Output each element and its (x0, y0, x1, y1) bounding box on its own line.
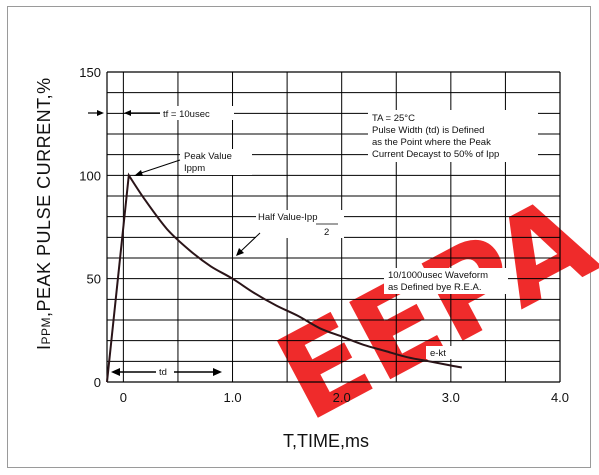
tf-arrowhead-right (124, 110, 131, 116)
half-value-denominator: 2 (324, 227, 329, 238)
pw-line1: Pulse Width (td) is Defined (372, 125, 484, 136)
y-axis-label-part: I (34, 344, 54, 350)
y-tick-label: 150 (79, 65, 101, 80)
td-arrowhead-left (111, 368, 120, 376)
tf-annotation: tf = 10usec (88, 106, 234, 120)
half-value-label: Half Value-Ipp (258, 212, 318, 223)
waveform-line2: as Defined bye R.E.A. (388, 282, 481, 293)
x-tick-label: 2.0 (333, 390, 351, 405)
pw-line3: Current Decayst to 50% of Ipp (372, 149, 499, 160)
tf-label: tf = 10usec (163, 109, 210, 120)
td-bg (156, 365, 174, 378)
pw-line2: as the Point where the Peak (372, 137, 491, 148)
ekt-label: e-kt (430, 348, 446, 359)
x-tick-label: 3.0 (442, 390, 460, 405)
waveform-line1: 10/1000usec Waveform (388, 270, 488, 281)
x-tick-label: 0 (120, 390, 127, 405)
x-tick-label: 4.0 (551, 390, 569, 405)
tf-arrowhead-left (97, 110, 104, 116)
peak-label-bg (180, 149, 252, 175)
tf-label-bg (160, 106, 234, 120)
ekt-bg (426, 346, 454, 359)
y-tick-label: 0 (94, 375, 101, 390)
conditions-annotation: TA = 25°C Pulse Width (td) is Defined as… (368, 110, 538, 162)
half-value-annotation: Half Value-Ipp 2 (236, 210, 344, 256)
y-axis-label-part: PPM (39, 317, 53, 345)
waveform-annotation: 10/1000usec Waveform as Defined bye R.E.… (384, 268, 508, 294)
td-annotation: td (111, 365, 222, 378)
conditions-bg (368, 110, 538, 162)
y-axis-label-part: ,PEAK PULSE CURRENT,% (34, 77, 54, 317)
y-tick-label: 100 (79, 168, 101, 183)
td-label: td (159, 367, 167, 378)
y-axis-label: IPPM,PEAK PULSE CURRENT,% (34, 77, 54, 350)
tick-labels: 0 1.0 2.0 3.0 4.0 0 50 100 150 (79, 65, 569, 405)
chart-frame (7, 6, 591, 468)
x-tick-label: 1.0 (223, 390, 241, 405)
x-axis-label: T,TIME,ms (283, 431, 369, 451)
waveform-bg (384, 268, 508, 294)
peak-annotation: Peak Value Ippm (134, 149, 252, 176)
y-tick-label: 50 (87, 272, 101, 287)
peak-arrow (137, 159, 181, 175)
ta-label: TA = 25°C (372, 113, 415, 124)
td-arrowhead-right (213, 368, 222, 376)
half-value-arrow (239, 232, 261, 253)
peak-label-line1: Peak Value (184, 151, 232, 162)
peak-arrowhead (134, 170, 143, 176)
half-value-arrowhead (236, 248, 244, 256)
peak-label-line2: Ippm (184, 163, 205, 174)
series-line (106, 172, 462, 383)
